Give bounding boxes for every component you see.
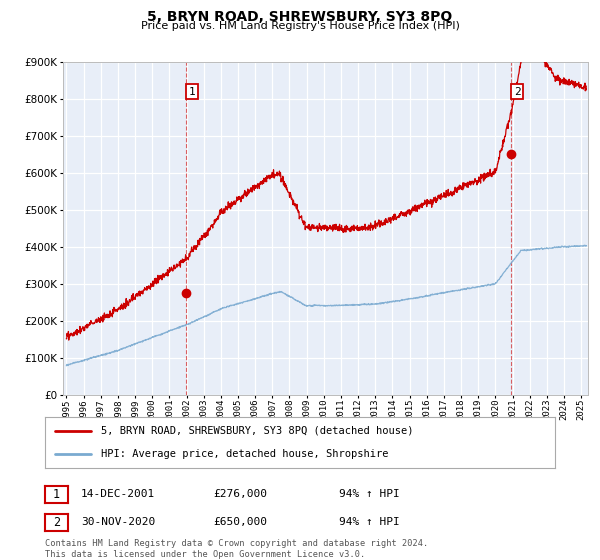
Text: 1: 1: [53, 488, 60, 501]
Text: 30-NOV-2020: 30-NOV-2020: [81, 517, 155, 528]
Text: HPI: Average price, detached house, Shropshire: HPI: Average price, detached house, Shro…: [101, 449, 389, 459]
Text: £650,000: £650,000: [213, 517, 267, 528]
Text: 2: 2: [514, 87, 520, 96]
Text: 5, BRYN ROAD, SHREWSBURY, SY3 8PQ (detached house): 5, BRYN ROAD, SHREWSBURY, SY3 8PQ (detac…: [101, 426, 413, 436]
Text: 94% ↑ HPI: 94% ↑ HPI: [339, 489, 400, 500]
Text: 1: 1: [188, 87, 195, 96]
Text: Price paid vs. HM Land Registry's House Price Index (HPI): Price paid vs. HM Land Registry's House …: [140, 21, 460, 31]
Text: 5, BRYN ROAD, SHREWSBURY, SY3 8PQ: 5, BRYN ROAD, SHREWSBURY, SY3 8PQ: [148, 10, 452, 24]
Text: Contains HM Land Registry data © Crown copyright and database right 2024.
This d: Contains HM Land Registry data © Crown c…: [45, 539, 428, 559]
Text: 2: 2: [53, 516, 60, 529]
Text: £276,000: £276,000: [213, 489, 267, 500]
Text: 14-DEC-2001: 14-DEC-2001: [81, 489, 155, 500]
Text: 94% ↑ HPI: 94% ↑ HPI: [339, 517, 400, 528]
